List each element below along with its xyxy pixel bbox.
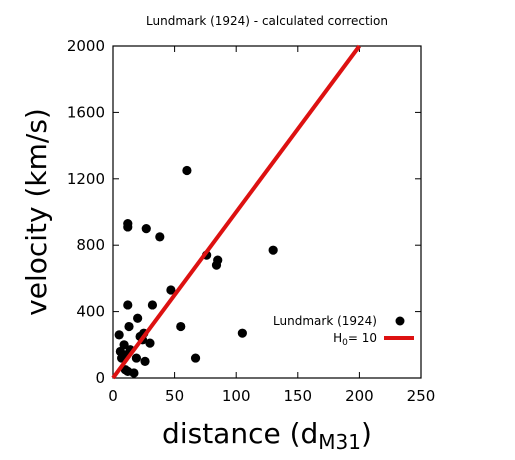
y-tick-label: 400 bbox=[76, 303, 105, 321]
legend: Lundmark (1924) H0= 10 bbox=[273, 314, 414, 348]
fit-line-group bbox=[111, 44, 362, 380]
y-tick-label: 2000 bbox=[67, 37, 105, 55]
y-tick-label: 0 bbox=[95, 369, 105, 387]
data-point bbox=[129, 368, 139, 378]
x-tick-label: 200 bbox=[345, 387, 374, 405]
legend-label-points: Lundmark (1924) bbox=[273, 314, 377, 328]
x-tick-label: 250 bbox=[407, 387, 436, 405]
fit-line bbox=[111, 44, 362, 380]
y-axis-title: velocity (km/s) bbox=[20, 108, 53, 316]
legend-marker-points bbox=[395, 316, 405, 326]
y-tick-label: 1600 bbox=[67, 103, 105, 121]
data-point bbox=[268, 245, 278, 255]
data-point bbox=[131, 353, 142, 363]
data-point bbox=[141, 224, 151, 234]
legend-line-subscript: 0 bbox=[342, 338, 348, 348]
data-point bbox=[124, 321, 134, 332]
legend-line-name: H bbox=[333, 331, 342, 345]
data-point bbox=[140, 356, 150, 366]
data-point bbox=[190, 353, 201, 363]
plot-frame bbox=[112, 45, 422, 379]
data-point bbox=[182, 165, 192, 176]
x-axis-title-subscript: M31 bbox=[318, 430, 361, 454]
data-point bbox=[123, 300, 133, 310]
legend-label-line: H0= 10 bbox=[333, 331, 377, 348]
x-axis-title-close: ) bbox=[361, 417, 372, 450]
data-point bbox=[213, 255, 223, 265]
data-point bbox=[114, 330, 124, 340]
data-point bbox=[123, 222, 133, 232]
y-tick-label: 800 bbox=[76, 236, 105, 254]
data-point bbox=[133, 313, 143, 323]
data-point bbox=[145, 338, 155, 348]
chart-title: Lundmark (1924) - calculated correction bbox=[146, 14, 388, 28]
data-point bbox=[237, 328, 247, 338]
x-tick-label: 100 bbox=[222, 387, 251, 405]
y-tick-label: 1200 bbox=[67, 170, 105, 188]
x-tick-label: 0 bbox=[108, 387, 118, 405]
x-axis-title: distance (dM31) bbox=[162, 417, 372, 454]
x-axis-title-main: distance (d bbox=[162, 417, 318, 450]
data-point bbox=[119, 340, 129, 350]
x-tick-label: 150 bbox=[283, 387, 312, 405]
x-tick-label: 50 bbox=[165, 387, 184, 405]
axis-ticks: 0 50 100 150 200 250 0 400 800 1200 1600 2000 bbox=[67, 37, 436, 405]
data-point bbox=[166, 285, 176, 295]
legend-line-value: = 10 bbox=[348, 331, 377, 345]
data-point bbox=[155, 232, 165, 242]
data-point bbox=[147, 300, 158, 310]
data-point bbox=[176, 321, 186, 332]
